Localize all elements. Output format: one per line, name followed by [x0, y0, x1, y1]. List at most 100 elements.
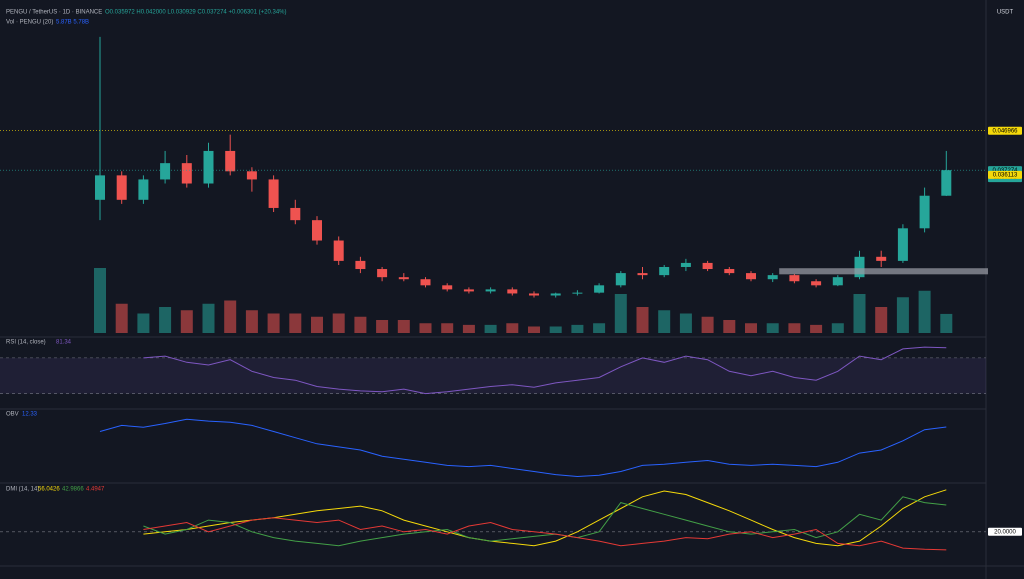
indicator-line	[143, 517, 947, 551]
volume-bar	[896, 297, 909, 333]
volume-bar	[679, 313, 692, 333]
volume-bar	[853, 294, 866, 333]
candle-body	[529, 293, 539, 296]
volume-bar	[614, 294, 627, 333]
candle-body	[789, 275, 800, 282]
price-label-bg	[988, 126, 1022, 135]
volume-bar	[549, 326, 562, 333]
candle-body	[333, 240, 344, 261]
candle-body	[95, 175, 105, 200]
candle-body	[594, 285, 605, 293]
volume-bar	[397, 320, 410, 333]
candle-body	[724, 269, 735, 274]
volume-bar	[918, 290, 931, 333]
volume-bar	[571, 324, 584, 333]
volume-bar	[593, 323, 606, 333]
dmi-readout: 42.9866	[62, 487, 84, 493]
candle-body	[225, 150, 236, 172]
candle-body	[181, 163, 192, 184]
candle-body	[876, 256, 887, 261]
volume-bar	[701, 316, 714, 333]
candle-body	[854, 256, 865, 278]
obv-title: OBV	[6, 412, 19, 418]
candle-body	[246, 171, 257, 180]
volume-title: Vol · PENGU (20)	[6, 20, 53, 26]
candle-body	[507, 289, 518, 294]
currency: USDT	[997, 10, 1014, 16]
candle-body	[746, 273, 756, 280]
volume-bar	[462, 324, 475, 333]
volume-bar	[766, 323, 779, 333]
volume-bar	[940, 313, 953, 333]
candle-body	[550, 293, 561, 296]
candle-body	[463, 289, 474, 292]
dmi-readout: 4.4947	[86, 487, 105, 493]
candle-body	[203, 150, 214, 184]
candle-body	[398, 277, 409, 280]
candle-body	[572, 292, 583, 294]
candle-body	[941, 170, 952, 196]
candle-body	[659, 266, 670, 276]
volume-bar	[137, 313, 150, 333]
volume-bar	[224, 300, 237, 333]
volume-bar	[332, 313, 345, 333]
candle-body	[420, 279, 431, 286]
candle-body	[442, 285, 453, 290]
volume-bar	[419, 323, 432, 333]
volume-readout: 5.87B 5.78B	[56, 20, 89, 26]
volume-bar	[484, 324, 497, 333]
candle-body	[355, 260, 366, 270]
indicator-line	[143, 489, 947, 547]
volume-bar	[94, 268, 106, 333]
volume-bar	[202, 303, 215, 333]
candle-body	[897, 228, 908, 261]
volume-bar	[723, 320, 736, 333]
price-label: 0.037274	[992, 168, 1018, 174]
indicator-line	[143, 496, 947, 547]
volume-bar	[810, 324, 823, 333]
candle-body	[767, 275, 778, 280]
volume-bar	[745, 323, 757, 333]
obv-readout: 12.33	[22, 412, 38, 418]
volume-bar	[441, 323, 454, 333]
candle-body	[160, 163, 171, 180]
price-label: 0.046966	[992, 128, 1018, 134]
reference-label: 20.0000	[994, 529, 1016, 535]
price-label-bg	[988, 170, 1022, 179]
candle-body	[615, 273, 626, 286]
candle-body	[290, 207, 301, 221]
volume-bar	[159, 307, 172, 333]
volume-bar	[267, 313, 280, 333]
marks	[0, 36, 988, 551]
volume-bar	[636, 307, 649, 333]
candle-body	[485, 289, 496, 292]
rsi-readout: 81.34	[56, 340, 72, 346]
candle-body	[312, 220, 322, 241]
volume-bar	[875, 307, 888, 333]
indicator-line	[99, 418, 947, 478]
indicator-line	[143, 346, 947, 395]
range-box	[779, 268, 988, 275]
volume-bar	[658, 310, 671, 333]
volume-bar	[506, 323, 519, 333]
volume-bar	[788, 323, 801, 333]
price-label: 0.036113	[993, 172, 1018, 178]
volume-bar	[376, 320, 389, 333]
volume-bar	[528, 326, 540, 333]
candle-body	[702, 262, 713, 270]
candle-body	[138, 179, 149, 200]
rsi-title: RSI (14, close)	[6, 340, 46, 346]
volume-bar	[245, 310, 258, 333]
volume-bar	[289, 313, 302, 333]
candle-body	[811, 281, 822, 286]
volume-bar	[831, 323, 844, 333]
volume-bar	[354, 316, 367, 333]
candle-body	[268, 179, 279, 208]
chart-title: PENGU / TetherUS · 1D · BINANCE	[6, 10, 102, 16]
rsi-band	[0, 357, 986, 394]
volume-bar	[311, 316, 323, 333]
volume-bar	[180, 310, 193, 333]
candle-body	[377, 269, 388, 278]
